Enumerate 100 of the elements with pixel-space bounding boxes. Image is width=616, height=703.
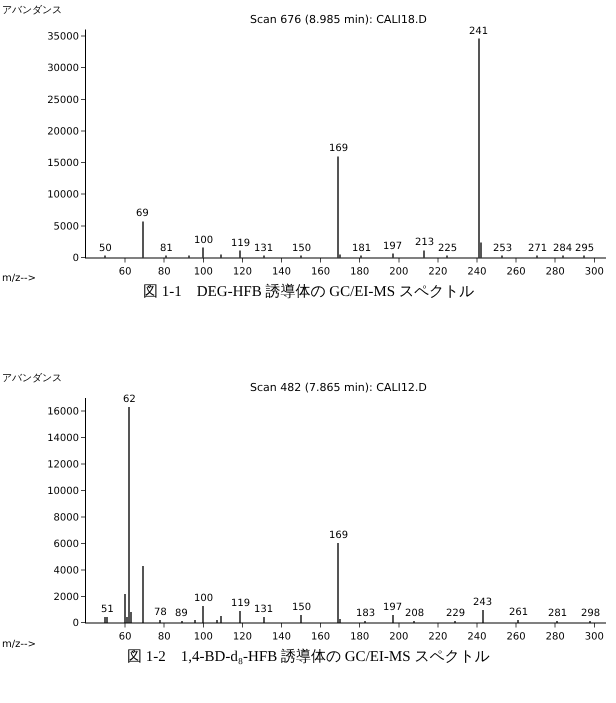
bar <box>142 222 144 258</box>
annotation: 241 <box>469 26 488 37</box>
annotation: 78 <box>154 607 167 618</box>
x-tick-label: 120 <box>232 266 252 278</box>
bar <box>239 610 241 623</box>
y-tick-label: 30000 <box>47 63 79 74</box>
y-axis-title: アバンダンス <box>2 4 62 16</box>
x-tick-label: 180 <box>350 266 370 278</box>
x-tick-label: 120 <box>232 632 252 643</box>
x-tick-label: 80 <box>158 266 171 278</box>
y-tick-label: 5000 <box>54 221 79 232</box>
annotation: 150 <box>292 243 312 254</box>
bar <box>202 606 204 623</box>
x-tick-label: 60 <box>118 266 132 278</box>
annotation: 197 <box>383 241 402 252</box>
bar <box>216 620 218 623</box>
x-tick-label: 80 <box>158 632 171 643</box>
chart-title: Scan 482 (7.865 min): CALI12.D <box>250 381 427 394</box>
x-tick-label: 300 <box>584 266 604 278</box>
y-tick-label: 10000 <box>47 190 79 201</box>
y-tick-label: 14000 <box>47 433 79 444</box>
x-tick-label: 240 <box>467 632 487 643</box>
bar <box>194 620 196 623</box>
y-tick-label: 25000 <box>47 94 79 106</box>
bar <box>263 616 265 623</box>
x-tick-label: 220 <box>428 632 448 643</box>
x-tick-label: 140 <box>272 632 292 643</box>
annotation: 208 <box>405 608 424 619</box>
x-tick-label: 300 <box>584 632 604 643</box>
bar <box>337 542 339 623</box>
annotation: 131 <box>254 604 274 615</box>
annotation: 213 <box>415 237 434 248</box>
annotation: 183 <box>356 608 376 619</box>
bar <box>482 610 484 623</box>
annotation: 169 <box>329 143 348 154</box>
annotation: 169 <box>329 530 348 541</box>
bar <box>220 616 222 623</box>
bar <box>392 614 394 623</box>
annotation: 131 <box>254 243 274 254</box>
x-tick-label: 60 <box>118 632 132 643</box>
caption: 図 1-2 1,4-BD-d₈-HFB 誘導体の GC/EI-MS スペクトル <box>127 648 490 665</box>
x-tick-label: 180 <box>350 632 370 643</box>
annotation: 51 <box>101 604 114 615</box>
bar <box>142 566 144 623</box>
annotation: 100 <box>194 235 214 246</box>
bar <box>300 614 302 623</box>
y-tick-label: 15000 <box>47 158 79 170</box>
y-tick-label: 0 <box>72 618 79 630</box>
annotation: 225 <box>438 243 458 254</box>
y-tick-label: 8000 <box>54 512 79 524</box>
bar <box>124 594 126 623</box>
annotation: 181 <box>352 243 372 254</box>
bar <box>104 616 106 623</box>
annotation: 89 <box>175 608 188 619</box>
bar <box>337 156 339 258</box>
y-axis-title: アバンダンス <box>2 372 62 384</box>
x-tick-label: 260 <box>506 632 526 643</box>
x-tick-label: 100 <box>194 632 213 643</box>
annotation: 119 <box>231 598 250 609</box>
annotation: 62 <box>123 394 136 405</box>
bar <box>478 38 480 258</box>
bar <box>106 616 108 623</box>
x-tick-label: 220 <box>428 266 448 278</box>
bar <box>517 620 519 623</box>
annotation: 281 <box>548 608 568 619</box>
annotation: 197 <box>383 602 402 613</box>
annotation: 81 <box>160 243 173 254</box>
annotation: 69 <box>136 208 149 219</box>
y-tick-label: 10000 <box>47 486 79 498</box>
y-tick-label: 20000 <box>47 126 79 138</box>
y-tick-label: 2000 <box>54 592 79 603</box>
bar <box>423 250 425 258</box>
x-tick-label: 200 <box>389 632 408 643</box>
bar <box>128 406 130 623</box>
annotation: 271 <box>528 243 548 254</box>
bar <box>159 620 161 623</box>
x-tick-label: 240 <box>467 266 487 278</box>
x-tick-label: 260 <box>506 266 526 278</box>
x-tick-label: 160 <box>311 266 330 278</box>
x-axis-title: m/z--> <box>2 639 36 650</box>
x-tick-label: 140 <box>272 266 292 278</box>
annotation: 150 <box>292 602 312 613</box>
chart-title: Scan 676 (8.985 min): CALI18.D <box>250 13 427 26</box>
y-tick-label: 16000 <box>47 406 79 418</box>
bar <box>220 254 222 258</box>
y-tick-label: 6000 <box>54 538 79 550</box>
annotation: 253 <box>493 243 512 254</box>
x-tick-label: 280 <box>546 632 565 643</box>
annotation: 100 <box>194 593 214 604</box>
x-tick-label: 200 <box>389 266 408 278</box>
annotation: 298 <box>581 608 600 619</box>
annotation: 50 <box>99 243 112 254</box>
x-tick-label: 280 <box>546 266 565 278</box>
x-axis-title: m/z--> <box>2 273 36 284</box>
bar <box>202 248 204 258</box>
annotation: 295 <box>575 243 594 254</box>
annotation: 284 <box>553 243 572 254</box>
y-tick-label: 12000 <box>47 460 79 471</box>
annotation: 119 <box>231 238 250 249</box>
x-tick-label: 160 <box>311 632 330 643</box>
